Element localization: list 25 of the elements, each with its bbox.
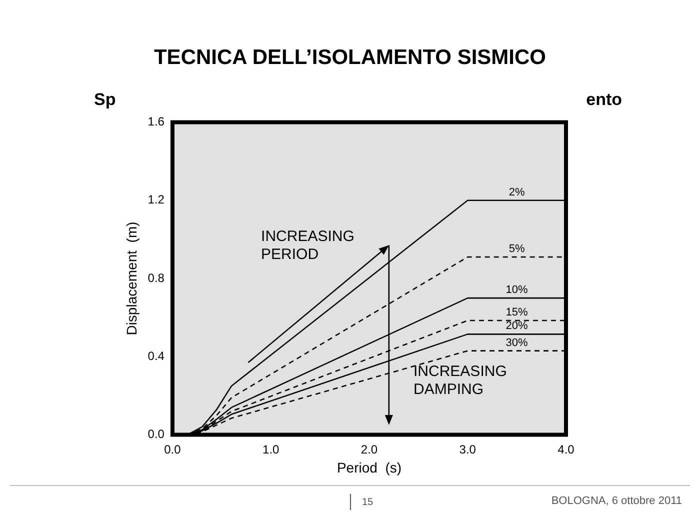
- y-axis-title: Displacement (m): [123, 222, 140, 336]
- series-label: 20%: [506, 320, 528, 332]
- y-tick-label: 0.8: [148, 270, 165, 285]
- x-tick-label: 0.0: [164, 442, 182, 456]
- series-label: 5%: [508, 243, 525, 256]
- y-tick-label: 1.2: [148, 192, 165, 207]
- text: BOLOGNA, 6 ottobre 2011: [551, 495, 682, 507]
- annotation: INCREASING PERIOD: [261, 228, 354, 264]
- x-tick-label: 3.0: [459, 442, 476, 456]
- x-tick-label: 2.0: [360, 442, 378, 456]
- x-axis-title: Period (s): [336, 459, 402, 476]
- series-label: 30%: [506, 336, 528, 349]
- text: ento: [586, 90, 622, 110]
- series-label: 15%: [506, 306, 528, 319]
- y-tick-label: 1.6: [148, 114, 165, 129]
- chart-title: TECNICA DELL’ISOLAMENTO SISMICO: [152, 46, 548, 70]
- y-tick-label: 0.0: [148, 427, 165, 442]
- y-tick-label: 0.4: [148, 348, 165, 363]
- text: Sp: [94, 90, 116, 110]
- series-label: 2%: [508, 186, 525, 198]
- x-tick-label: 4.0: [558, 442, 575, 456]
- text: 15: [362, 497, 374, 508]
- annotation: INCREASING DAMPING: [414, 362, 507, 398]
- x-tick-label: 1.0: [262, 442, 280, 456]
- series-label: 10%: [506, 284, 528, 296]
